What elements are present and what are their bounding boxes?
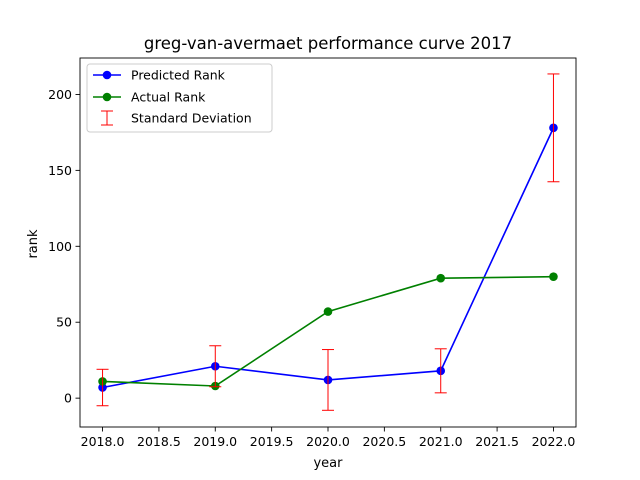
y-tick-label: 200 bbox=[48, 87, 72, 102]
x-tick-label: 2021.5 bbox=[475, 434, 519, 449]
data-point bbox=[549, 272, 558, 281]
data-point bbox=[323, 307, 333, 316]
x-tick-label: 2019.5 bbox=[250, 434, 294, 449]
plot-area: 2018.0 2018.5 2019.0 2019.5 2020.0 2020.5 2021… bbox=[48, 57, 577, 449]
y-tick-label: 100 bbox=[48, 239, 72, 254]
y-tick-label: 50 bbox=[56, 315, 72, 330]
legend-marker bbox=[102, 92, 112, 102]
legend-box bbox=[86, 63, 273, 133]
x-tick-label: 2021.0 bbox=[419, 434, 463, 449]
y-axis-label: rank bbox=[26, 229, 41, 259]
x-tick-label: 2018.5 bbox=[137, 434, 181, 449]
x-tick-label: 2018.0 bbox=[81, 434, 125, 449]
legend-label: Actual Rank bbox=[131, 90, 206, 105]
y-tick-label: 0 bbox=[64, 391, 72, 406]
legend-marker bbox=[102, 70, 112, 80]
x-tick-label: 2020.5 bbox=[362, 434, 406, 449]
y-tick-label: 150 bbox=[48, 163, 72, 178]
x-axis-label: year bbox=[313, 456, 343, 471]
data-point bbox=[436, 273, 446, 283]
legend: Predicted Rank Actual Rank Standard Deviat… bbox=[86, 63, 273, 133]
axes-frame bbox=[79, 57, 577, 428]
legend-label: Predicted Rank bbox=[131, 68, 226, 83]
x-tick-label: 2020.0 bbox=[306, 434, 350, 449]
chart-title: greg-van-avermaet performance curve 2017 bbox=[144, 34, 512, 53]
x-tick-label: 2019.0 bbox=[193, 434, 237, 449]
x-tick-label: 2022.0 bbox=[532, 434, 576, 449]
legend-label: Standard Deviation bbox=[131, 111, 252, 126]
